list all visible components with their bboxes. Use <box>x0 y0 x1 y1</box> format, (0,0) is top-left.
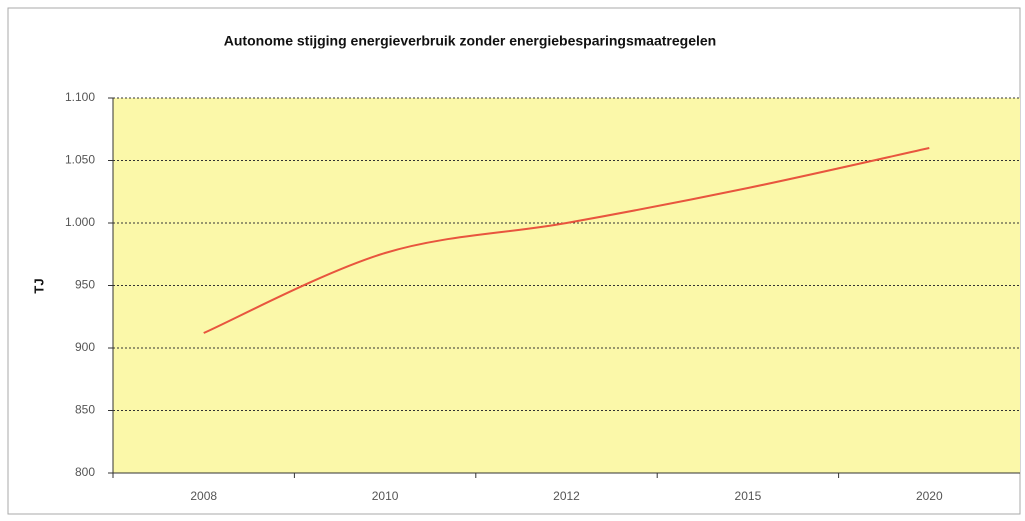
y-tick-label: 1.000 <box>65 215 95 229</box>
y-tick-label: 800 <box>75 465 95 479</box>
chart-title: Autonome stijging energieverbruik zonder… <box>224 33 716 49</box>
y-tick-label: 1.050 <box>65 153 95 167</box>
y-tick-label: 1.100 <box>65 90 95 104</box>
x-tick-label: 2012 <box>553 489 580 503</box>
x-tick-label: 2020 <box>916 489 943 503</box>
x-tick-label: 2008 <box>190 489 217 503</box>
y-axis-label: TJ <box>31 278 46 293</box>
y-tick-label: 950 <box>75 278 95 292</box>
y-tick-label: 850 <box>75 403 95 417</box>
x-tick-label: 2010 <box>372 489 399 503</box>
line-series <box>203 147 930 334</box>
y-tick-label: 900 <box>75 340 95 354</box>
x-tick-label: 2015 <box>735 489 762 503</box>
